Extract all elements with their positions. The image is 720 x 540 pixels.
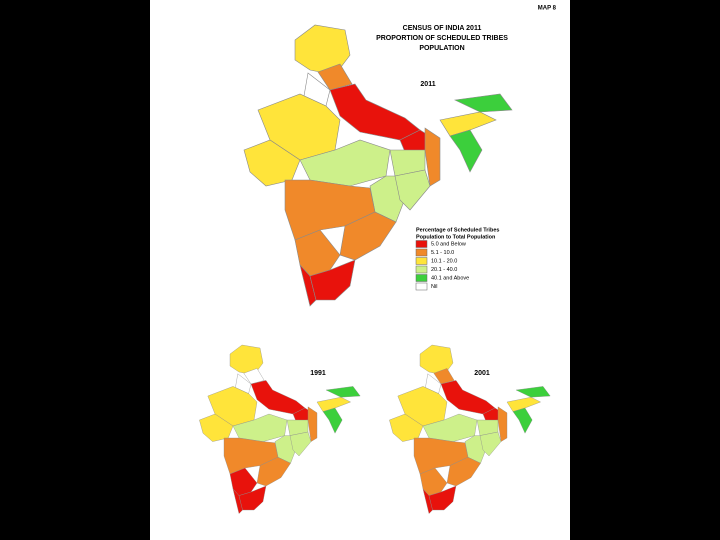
legend-swatch	[415, 248, 428, 257]
year-label: 1991	[310, 370, 326, 377]
title-line: POPULATION	[419, 45, 464, 52]
state	[449, 129, 483, 173]
state	[433, 368, 455, 385]
page	[150, 0, 570, 540]
state	[307, 406, 318, 442]
state	[322, 407, 343, 434]
state	[317, 63, 353, 91]
state	[424, 127, 441, 187]
legend: Percentage of Scheduled Tribes Populatio…	[415, 227, 499, 291]
state	[453, 93, 513, 113]
map-number: MAP 8	[538, 6, 557, 12]
state	[294, 24, 351, 76]
legend-swatch	[415, 265, 428, 274]
legend-swatch	[415, 240, 428, 248]
title-line: CENSUS OF INDIA 2011	[403, 25, 482, 32]
year-label: 2001	[474, 370, 490, 377]
legend-title: Population to Total Population	[416, 234, 496, 240]
india-map	[199, 344, 361, 514]
legend-label: 5.0 and Below	[431, 241, 466, 247]
state	[229, 344, 264, 376]
state	[506, 397, 542, 412]
legend-swatch	[415, 282, 428, 291]
state	[238, 485, 267, 511]
legend-title: Percentage of Scheduled Tribes	[416, 227, 499, 233]
india-map	[389, 344, 551, 514]
title-line: PROPORTION OF SCHEDULED TRIBES	[376, 35, 508, 42]
state	[512, 407, 533, 434]
state	[243, 368, 265, 385]
state	[289, 431, 312, 457]
legend-label: 5.1 - 10.0	[431, 250, 454, 256]
state	[316, 397, 352, 412]
legend-label: 20.1 - 40.0	[431, 267, 457, 273]
state	[439, 111, 497, 137]
state	[309, 259, 356, 301]
state	[394, 169, 431, 211]
state	[419, 344, 454, 376]
state	[497, 406, 508, 442]
state	[428, 485, 457, 511]
maps	[199, 24, 551, 514]
legend-label: Nil	[431, 284, 437, 290]
legend-swatch	[415, 257, 428, 265]
legend-label: 40.1 and Above	[431, 275, 469, 281]
india-map	[243, 24, 513, 307]
state	[515, 386, 551, 398]
year-label: 2011	[420, 81, 435, 88]
state	[479, 431, 502, 457]
legend-label: 10.1 - 20.0	[431, 258, 457, 264]
legend-swatch	[415, 274, 428, 282]
state	[325, 386, 361, 398]
